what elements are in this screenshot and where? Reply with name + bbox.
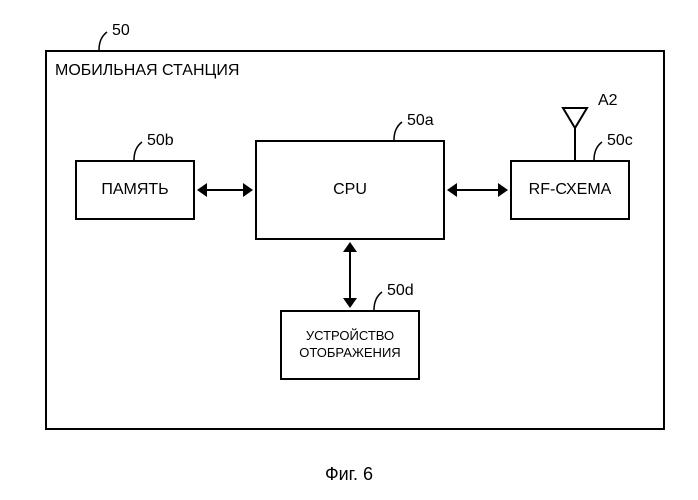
display-label: УСТРОЙСТВО ОТОБРАЖЕНИЯ <box>282 328 418 362</box>
arrowhead-left-cpu2 <box>447 183 457 197</box>
arrow-cpu-rf <box>455 189 500 191</box>
reflabel-50a: 50a <box>407 112 434 130</box>
arrowhead-right-rf <box>498 183 508 197</box>
arrow-cpu-display <box>349 250 351 300</box>
arrowhead-left-memory <box>197 183 207 197</box>
reflabel-a2: A2 <box>598 92 618 110</box>
arrowhead-up-cpu <box>343 242 357 252</box>
figure-caption: Фиг. 6 <box>325 464 373 485</box>
reflabel-50d: 50d <box>387 282 414 300</box>
mobile-station-title: МОБИЛЬНАЯ СТАНЦИЯ <box>55 62 239 80</box>
memory-block: ПАМЯТЬ <box>75 160 195 220</box>
display-block: УСТРОЙСТВО ОТОБРАЖЕНИЯ <box>280 310 420 380</box>
cpu-block: CPU <box>255 140 445 240</box>
reflabel-50: 50 <box>112 22 130 40</box>
rf-block: RF-СХЕМА <box>510 160 630 220</box>
cpu-label: CPU <box>333 181 367 199</box>
arrowhead-down-display <box>343 298 357 308</box>
reflabel-50b: 50b <box>147 132 174 150</box>
memory-label: ПАМЯТЬ <box>101 181 168 199</box>
antenna-icon <box>555 100 595 162</box>
reflabel-50c: 50c <box>607 132 633 150</box>
arrow-memory-cpu <box>205 189 245 191</box>
arrowhead-right-cpu <box>243 183 253 197</box>
rf-label: RF-СХЕМА <box>529 181 612 199</box>
